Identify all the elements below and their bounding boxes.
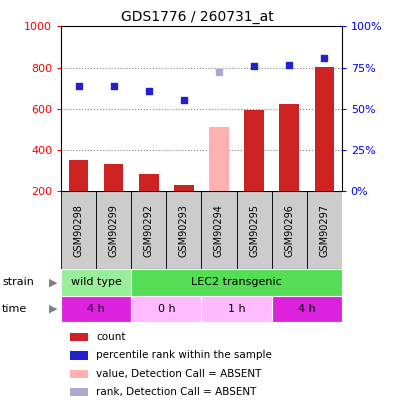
Bar	[307, 192, 342, 269]
Bar	[70, 369, 88, 378]
Text: 1 h: 1 h	[228, 304, 245, 314]
Bar	[70, 352, 88, 360]
Text: GSM90296: GSM90296	[284, 204, 294, 256]
Point	[75, 83, 82, 89]
Point	[181, 96, 187, 103]
Text: percentile rank within the sample: percentile rank within the sample	[96, 350, 272, 360]
Bar	[314, 66, 334, 192]
Bar	[61, 296, 131, 322]
Bar	[279, 104, 299, 192]
Point	[146, 88, 152, 95]
Bar	[201, 192, 237, 269]
Text: rank, Detection Call = ABSENT: rank, Detection Call = ABSENT	[96, 387, 257, 397]
Point	[321, 54, 327, 61]
Text: GSM90298: GSM90298	[74, 204, 84, 256]
Bar	[61, 192, 96, 269]
Text: count: count	[96, 333, 126, 342]
Text: time: time	[2, 304, 27, 314]
Bar	[237, 192, 271, 269]
Text: wild type: wild type	[71, 277, 122, 287]
Bar	[272, 296, 342, 322]
Text: GSM90293: GSM90293	[179, 204, 189, 256]
Bar	[166, 192, 201, 269]
Bar	[70, 333, 88, 341]
Text: GSM90292: GSM90292	[144, 204, 154, 257]
Bar	[245, 110, 264, 192]
Text: strain: strain	[2, 277, 34, 287]
Text: LEC2 transgenic: LEC2 transgenic	[191, 277, 282, 287]
Point	[251, 63, 257, 69]
Point	[111, 83, 117, 89]
Bar	[131, 192, 166, 269]
Bar	[70, 388, 88, 396]
Text: GSM90299: GSM90299	[109, 204, 119, 256]
Bar	[139, 174, 158, 192]
Bar	[96, 192, 131, 269]
Text: ▶: ▶	[49, 304, 58, 314]
Text: GSM90295: GSM90295	[249, 204, 259, 257]
Bar	[104, 164, 124, 192]
Bar	[69, 160, 88, 192]
Text: 4 h: 4 h	[87, 304, 105, 314]
Text: GDS1776 / 260731_at: GDS1776 / 260731_at	[121, 10, 274, 24]
Text: 0 h: 0 h	[158, 304, 175, 314]
Text: 4 h: 4 h	[298, 304, 316, 314]
Bar	[131, 296, 201, 322]
Point	[286, 62, 292, 69]
Bar	[272, 192, 307, 269]
Text: value, Detection Call = ABSENT: value, Detection Call = ABSENT	[96, 369, 261, 379]
Bar	[201, 296, 272, 322]
Bar	[131, 269, 342, 296]
Bar	[174, 185, 194, 192]
Point	[216, 68, 222, 75]
Text: ▶: ▶	[49, 277, 58, 287]
Text: GSM90294: GSM90294	[214, 204, 224, 256]
Bar	[61, 269, 131, 296]
Bar	[209, 128, 229, 192]
Text: GSM90297: GSM90297	[319, 204, 329, 257]
